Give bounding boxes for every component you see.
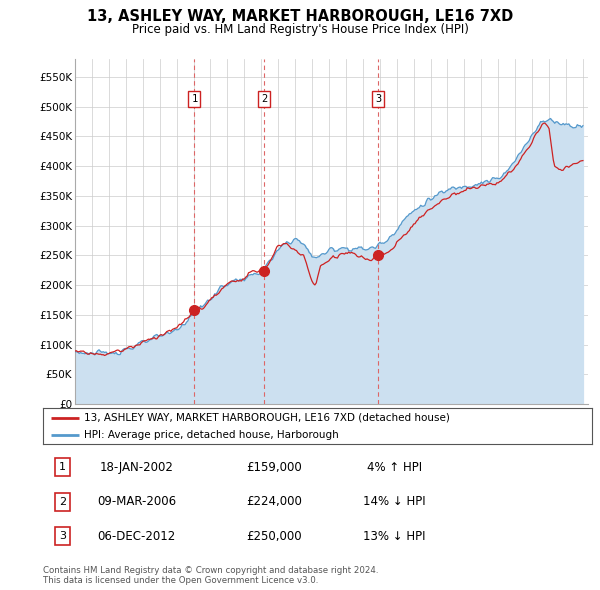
Text: 1: 1: [191, 94, 197, 104]
Text: 06-DEC-2012: 06-DEC-2012: [97, 530, 176, 543]
Text: 13% ↓ HPI: 13% ↓ HPI: [364, 530, 426, 543]
Text: 13, ASHLEY WAY, MARKET HARBOROUGH, LE16 7XD (detached house): 13, ASHLEY WAY, MARKET HARBOROUGH, LE16 …: [85, 412, 450, 422]
Text: Contains HM Land Registry data © Crown copyright and database right 2024.
This d: Contains HM Land Registry data © Crown c…: [43, 566, 379, 585]
Text: £159,000: £159,000: [246, 461, 302, 474]
Text: 3: 3: [59, 531, 66, 541]
Text: 09-MAR-2006: 09-MAR-2006: [97, 495, 176, 509]
Text: £250,000: £250,000: [246, 530, 302, 543]
Text: £224,000: £224,000: [246, 495, 302, 509]
Text: HPI: Average price, detached house, Harborough: HPI: Average price, detached house, Harb…: [85, 430, 339, 440]
Text: 2: 2: [59, 497, 66, 507]
Text: 2: 2: [261, 94, 268, 104]
Text: 18-JAN-2002: 18-JAN-2002: [100, 461, 173, 474]
Text: 13, ASHLEY WAY, MARKET HARBOROUGH, LE16 7XD: 13, ASHLEY WAY, MARKET HARBOROUGH, LE16 …: [87, 9, 513, 24]
Text: 14% ↓ HPI: 14% ↓ HPI: [363, 495, 426, 509]
Text: 1: 1: [59, 463, 66, 473]
Text: Price paid vs. HM Land Registry's House Price Index (HPI): Price paid vs. HM Land Registry's House …: [131, 23, 469, 36]
Text: 3: 3: [375, 94, 382, 104]
Text: 4% ↑ HPI: 4% ↑ HPI: [367, 461, 422, 474]
